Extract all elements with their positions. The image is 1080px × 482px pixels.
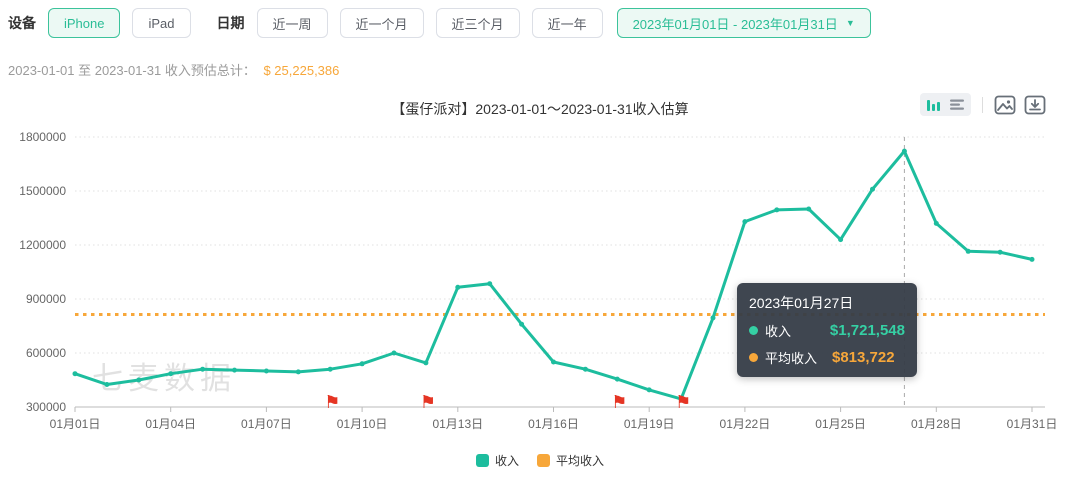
data-point xyxy=(646,387,652,393)
x-axis-label: 01月13日 xyxy=(432,417,484,431)
y-axis-label: 300000 xyxy=(25,400,66,414)
legend-label: 平均收入 xyxy=(556,454,605,468)
data-point xyxy=(487,281,493,287)
watermark: 七麦数据 xyxy=(92,361,236,396)
filter-toolbar: 设备 iPhone iPad 日期 近一周 近一个月 近三个月 近一年 2023年01月… xyxy=(8,8,871,38)
date-label: 日期 xyxy=(216,15,245,31)
device-option-1[interactable]: iPad xyxy=(132,8,191,38)
x-axis-label: 01月16日 xyxy=(528,417,579,431)
x-axis-label: 01月28日 xyxy=(910,417,962,431)
series-dot-icon xyxy=(749,326,758,335)
summary-prefix: 2023-01-01 至 2023-01-31 收入预估总计： xyxy=(8,63,256,78)
data-point xyxy=(1029,256,1035,262)
data-point xyxy=(838,237,844,243)
data-point xyxy=(263,368,269,374)
x-axis-label: 01月19日 xyxy=(623,417,675,431)
summary-line: 2023-01-01 至 2023-01-31 收入预估总计： $ 25,225… xyxy=(8,60,339,79)
chevron-down-icon: ▼ xyxy=(845,17,855,28)
range-option-3[interactable]: 近一年 xyxy=(531,8,603,38)
bar-chart-toggle-icon[interactable] xyxy=(926,97,942,112)
legend-item-0[interactable]: 收入 xyxy=(475,452,519,469)
data-point xyxy=(72,371,78,377)
y-axis-label: 900000 xyxy=(25,292,66,306)
device-option-0[interactable]: iPhone xyxy=(48,8,121,38)
event-flag-icon[interactable]: ⚑ xyxy=(611,392,627,412)
event-flag-icon[interactable]: ⚑ xyxy=(324,392,340,412)
data-point xyxy=(774,207,780,213)
date-range-picker[interactable]: 2023年01月01日 - 2023年01月31日 ▼ xyxy=(616,8,871,38)
tooltip-rows: 收入 $1,721,548 平均收入 $813,722 xyxy=(749,321,905,367)
range-option-1[interactable]: 近一个月 xyxy=(339,8,424,38)
event-flag-icon[interactable]: ⚑ xyxy=(420,392,436,412)
tooltip-series-value: $813,722 xyxy=(832,349,895,366)
chart-tooltip: 2023年01月27日 收入 $1,721,548 平均收入 $813,722 xyxy=(737,283,917,377)
data-point xyxy=(933,220,939,226)
event-flag-icon[interactable]: ⚑ xyxy=(675,392,691,412)
list-view-toggle-icon[interactable] xyxy=(949,97,965,112)
tooltip-series-label: 平均收入 xyxy=(765,351,818,366)
y-axis-label: 1800000 xyxy=(19,130,66,144)
data-point xyxy=(997,249,1003,255)
save-image-icon[interactable] xyxy=(994,94,1016,116)
data-point xyxy=(742,219,748,225)
tooltip-row-1: 平均收入 $813,722 xyxy=(749,348,905,367)
x-axis-label: 01月04日 xyxy=(145,417,197,431)
data-point xyxy=(965,248,971,254)
x-axis-label: 01月31日 xyxy=(1006,417,1058,431)
range-option-2[interactable]: 近三个月 xyxy=(435,8,520,38)
data-point xyxy=(551,359,556,365)
x-axis-label: 01月22日 xyxy=(719,417,771,431)
data-point xyxy=(614,376,620,382)
data-point xyxy=(423,360,429,366)
tooltip-series-value: $1,721,548 xyxy=(829,322,905,339)
toolbox-divider xyxy=(982,96,983,113)
device-label: 设备 xyxy=(8,15,36,31)
data-point xyxy=(359,361,365,367)
tooltip-date: 2023年01月27日 xyxy=(749,295,854,311)
x-axis-label: 01月07日 xyxy=(241,417,292,431)
legend-label: 收入 xyxy=(494,454,519,468)
data-point xyxy=(901,148,907,154)
data-point xyxy=(870,186,875,192)
chart-toolbox xyxy=(920,93,1046,116)
data-point xyxy=(519,321,525,327)
chart-type-toggle-group xyxy=(920,93,971,116)
x-axis-label: 01月01日 xyxy=(49,417,101,431)
data-point xyxy=(806,206,812,212)
data-point xyxy=(391,350,397,356)
y-axis-label: 1200000 xyxy=(19,238,66,252)
data-point xyxy=(710,315,716,321)
summary-total: $ 25,225,386 xyxy=(263,63,340,78)
data-point xyxy=(455,284,461,290)
tooltip-row-0: 收入 $1,721,548 xyxy=(749,321,905,340)
legend-swatch-icon xyxy=(537,454,550,467)
series-dot-icon xyxy=(749,353,758,362)
data-point xyxy=(295,369,301,375)
tooltip-series-label: 收入 xyxy=(765,324,792,339)
date-range-button-group: 近一周 近一个月 近三个月 近一年 xyxy=(256,8,603,38)
data-point xyxy=(678,396,684,402)
range-option-0[interactable]: 近一周 xyxy=(256,8,328,38)
y-axis-label: 600000 xyxy=(25,346,66,360)
data-point xyxy=(327,366,333,372)
legend-item-1[interactable]: 平均收入 xyxy=(537,452,604,469)
x-axis-label: 01月10日 xyxy=(336,417,388,431)
legend-swatch-icon xyxy=(475,454,489,467)
date-range-value: 2023年01月01日 - 2023年01月31日 xyxy=(632,16,838,32)
x-axis-label: 01月25日 xyxy=(815,417,866,431)
download-icon[interactable] xyxy=(1024,94,1046,116)
data-point xyxy=(582,366,588,372)
y-axis-label: 1500000 xyxy=(19,184,66,198)
chart-title: 【蛋仔派对】2023-01-01～2023-01-31收入估算 xyxy=(391,101,689,117)
device-button-group: iPhone iPad xyxy=(48,8,191,38)
chart-legend: 收入 平均收入 xyxy=(0,452,1080,469)
